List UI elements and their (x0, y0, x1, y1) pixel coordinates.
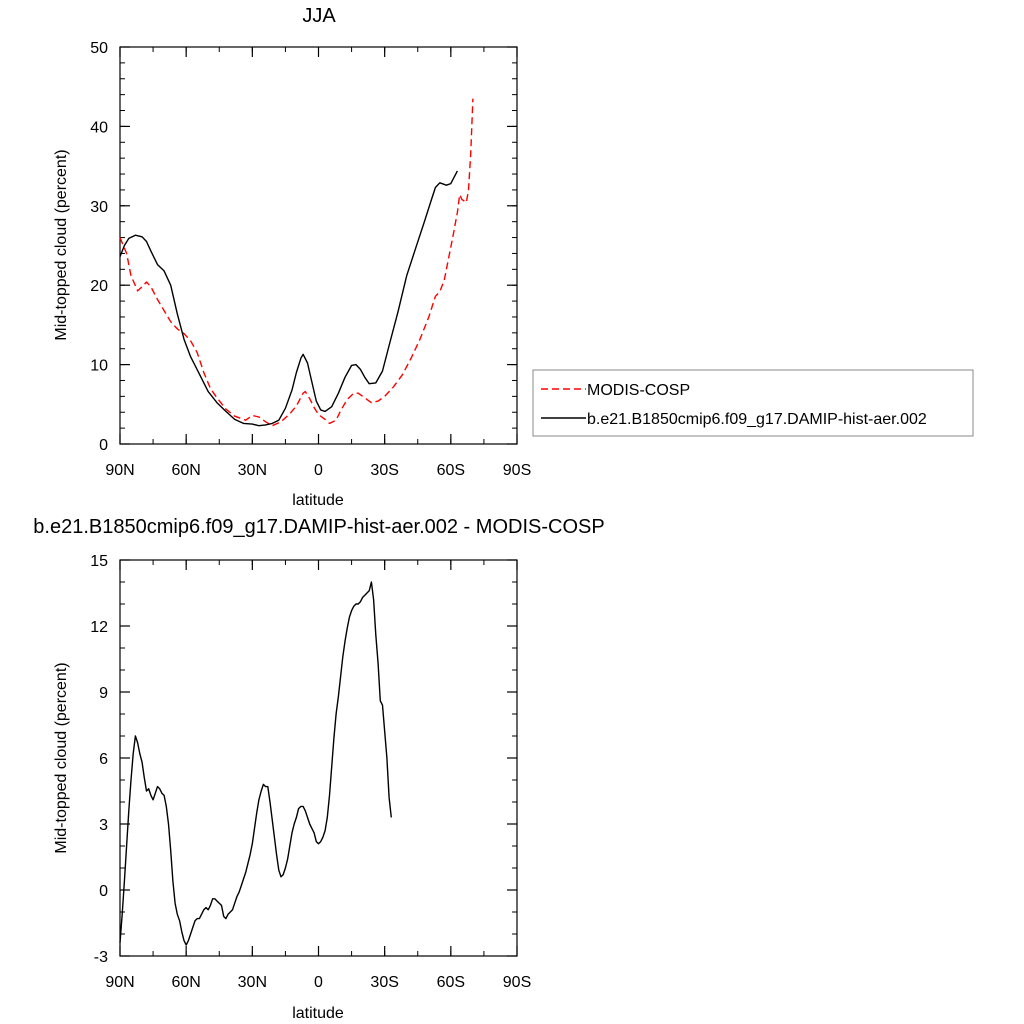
x-tick-label: 90S (503, 974, 531, 991)
x-tick-label: 0 (314, 462, 323, 479)
series-line-0 (119, 98, 474, 427)
y-tick-label: 6 (99, 751, 108, 768)
top-chart: JJA Mid-topped cloud (percent) latitude … (53, 5, 974, 509)
y-tick-label: 0 (99, 437, 108, 454)
x-tick-label: 30N (238, 462, 267, 479)
plot-frame (119, 46, 518, 445)
y-tick-label: 20 (90, 278, 108, 295)
y-tick-label: 50 (90, 40, 108, 57)
series-line-1 (119, 170, 459, 427)
x-tick-label: 60N (171, 462, 200, 479)
y-tick-label: 9 (99, 685, 108, 702)
x-tick-label: 90S (503, 462, 531, 479)
y-tick-label: 40 (90, 119, 108, 136)
top-chart-plot-area: 90N 60N 30N 0 30S 60S 90S 0 10 20 30 40 50 (90, 40, 531, 479)
x-tick-label: 90N (105, 974, 134, 991)
y-tick-label: 3 (99, 817, 108, 834)
x-tick-label: 0 (314, 974, 323, 991)
top-chart-title: JJA (302, 5, 336, 27)
bottom-chart-title: b.e21.B1850cmip6.f09_g17.DAMIP-hist-aer.… (33, 516, 604, 538)
y-tick-label: 10 (90, 358, 108, 375)
y-tick-label: 15 (90, 553, 108, 570)
difference-line (119, 581, 392, 946)
legend-label-modis: MODIS-COSP (587, 382, 690, 399)
x-tick-label: 30S (370, 974, 398, 991)
bottom-chart-xlabel: latitude (292, 1005, 344, 1022)
top-chart-ylabel: Mid-topped cloud (percent) (53, 149, 70, 340)
plot-frame (119, 559, 518, 957)
legend-label-model: b.e21.B1850cmip6.f09_g17.DAMIP-hist-aer.… (587, 411, 927, 428)
legend-box (532, 369, 974, 437)
bottom-chart-plot-area: 90N 60N 30N 0 30S 60S 90S -3 0 3 6 9 12 15 (90, 553, 531, 991)
y-tick-label: -3 (94, 949, 108, 966)
x-tick-label: 60N (171, 974, 200, 991)
y-tick-label: 12 (90, 619, 108, 636)
top-chart-xlabel: latitude (292, 492, 344, 509)
x-tick-label: 60S (437, 974, 465, 991)
x-tick-label: 60S (437, 462, 465, 479)
x-tick-label: 30S (370, 462, 398, 479)
bottom-chart-ylabel: Mid-topped cloud (percent) (53, 662, 70, 853)
x-tick-label: 30N (238, 974, 267, 991)
bottom-chart: b.e21.B1850cmip6.f09_g17.DAMIP-hist-aer.… (33, 516, 604, 1022)
y-tick-label: 0 (99, 883, 108, 900)
y-tick-label: 30 (90, 199, 108, 216)
x-tick-label: 90N (105, 462, 134, 479)
top-chart-legend: MODIS-COSP b.e21.B1850cmip6.f09_g17.DAMI… (532, 369, 974, 437)
